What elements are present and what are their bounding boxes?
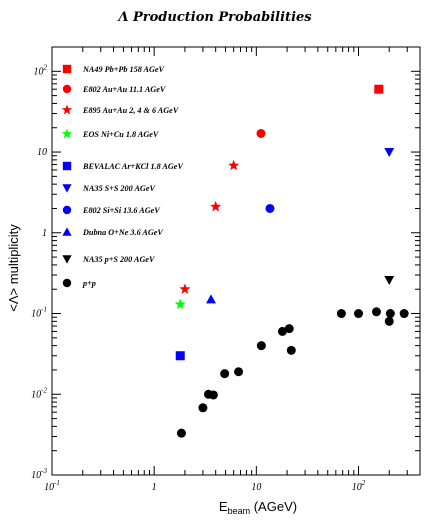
data-point-circle [353,309,363,319]
data-point-circle [265,203,275,213]
legend-marker-square [62,161,72,171]
y-tick-label: 10-1 [31,306,47,320]
legend-label: NA35 p+S 200 AGeV [82,255,156,264]
legend-label: Dubna O+Ne 3.6 AGeV [82,228,164,237]
data-point-star [179,283,191,294]
legend-label: E802 Si+Si 13.6 AGeV [82,206,161,215]
data-point-circle [384,316,394,326]
data-point-triangle-down [384,275,395,285]
legend-marker-triangle-down [62,255,72,264]
legend-marker-circle [62,278,72,288]
y-axis-label: <Λ> multiplicity [6,224,21,312]
data-point-square [175,351,185,361]
y-tick-label: 10-2 [31,386,47,400]
legend-label: BEVALAC Ar+KCl 1.8 AGeV [82,162,184,171]
legend-label: NA49 Pb+Pb 158 AGeV [82,65,166,74]
legend-marker-circle [62,84,72,94]
legend-marker-star [61,128,73,139]
data-point-circle [286,345,296,355]
data-point-square [374,84,384,94]
legend-label: E802 Au+Au 11.1 AGeV [82,85,167,94]
data-point-circle [385,309,395,319]
data-point-circle [336,309,346,319]
data-point-circle [208,390,218,400]
y-tick-label: 10 [37,147,47,158]
y-tick-label: 1 [42,228,47,239]
legend-marker-square [62,64,72,74]
x-tick-label: 1 [152,482,157,493]
x-tick-label: 10 [251,482,261,493]
data-point-triangle-up [206,294,216,304]
data-point-circle [399,309,409,319]
data-point-star [228,159,240,171]
legend-marker-triangle-up [62,227,72,236]
data-point-circle [277,326,287,336]
legend-label: p+p [82,279,96,288]
x-axis-label-unit: (AGeV) [250,499,297,514]
legend-marker-circle [62,205,72,215]
data-point-circle [284,324,294,334]
x-axis-label-sub: beam [228,506,251,516]
axis-ticks: 10-1 1 10 102 10-3 10-2 10-1 1 10 102 [31,46,421,493]
legend-label: EOS Ni+Cu 1.8 AGeV [82,130,160,139]
data-points [174,84,409,438]
data-point-circle [371,307,381,317]
data-point-circle [256,128,266,138]
data-point-circle [176,428,186,438]
legend-marker-star [61,104,73,115]
chart-title: Λ Production Probabilities [116,10,312,25]
legend-label: E895 Au+Au 2, 4 & 6 AGeV [82,106,180,115]
x-tick-label: 10-1 [44,479,60,493]
plot-frame [51,46,421,476]
x-axis-label: Ebeam (AGeV) [219,499,297,516]
y-tick-label: 10-3 [31,467,47,481]
legend: NA49 Pb+Pb 158 AGeV E802 Au+Au 11.1 AGeV E… [61,64,184,288]
data-point-triangle-down [384,147,395,157]
data-point-circle [256,341,266,351]
data-point-circle [234,367,244,377]
legend-marker-triangle-down [62,184,72,193]
legend-label: NA35 S+S 200 AGeV [82,184,156,193]
data-point-circle [220,369,230,379]
x-axis-label-main: E [219,499,228,514]
x-tick-label: 102 [352,479,366,493]
data-point-star [174,298,186,310]
y-tick-label: 102 [34,63,48,77]
data-point-circle [198,403,208,413]
data-point-star [210,200,222,212]
